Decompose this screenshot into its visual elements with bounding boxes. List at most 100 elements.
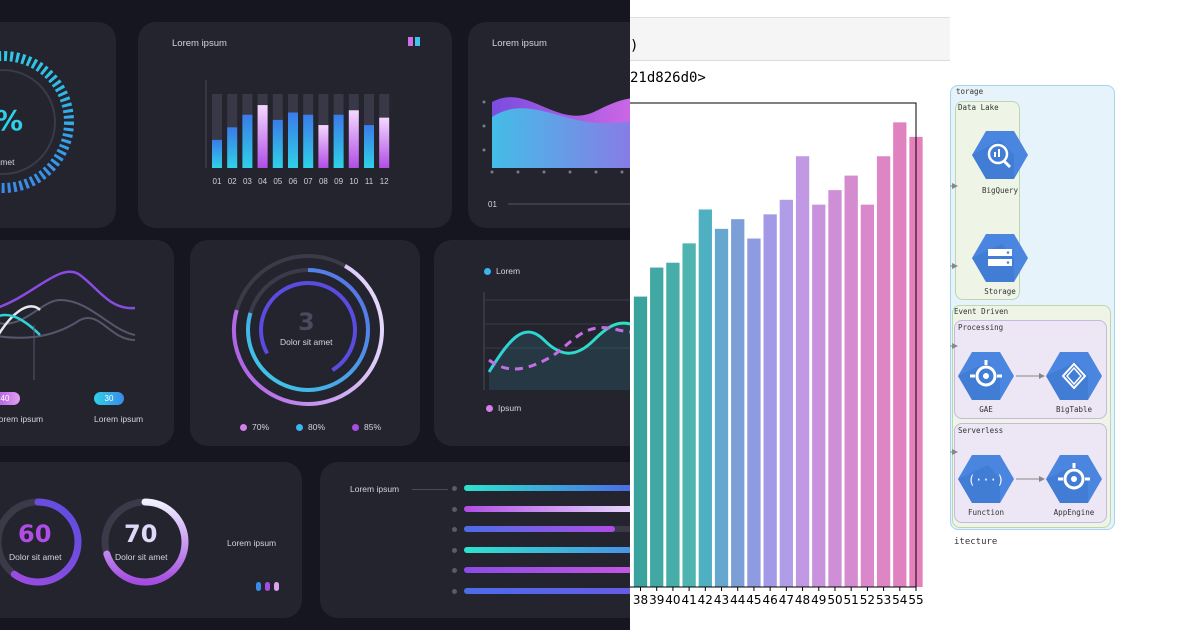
bar-x-tick: 08 [318,177,328,186]
node-label-gae: GAE [979,405,993,414]
bar-card: Lorem ipsum 01 02 03 04 05 06 07 08 09 10 11 12 [138,22,452,228]
bar-x-tick: 06 [288,177,298,186]
bar [242,114,253,168]
bar [318,125,329,168]
bar-chart [205,80,390,168]
bigtable-icon [1046,352,1102,400]
bar-x-tick: 01 [212,177,222,186]
progress-bullet [452,527,457,532]
progress-fill [464,567,630,573]
bar-x-tick: 03 [242,177,252,186]
node-label-storage: Storage [984,287,1016,296]
donut-1-value: 60 [18,520,52,548]
node-label-bigquery: BigQuery [981,186,1019,195]
progress-title-rule [412,489,448,490]
node-label-function: Function [967,508,1005,517]
group-storage-label: torage [956,87,984,96]
progress-fill [464,526,616,532]
appengine-icon [1046,455,1102,503]
bar-x-tick: 02 [227,177,237,186]
nb-x-tick: 41 [681,593,696,607]
nb-bar [876,156,891,588]
wave-legend-bottom: Ipsum [498,403,522,413]
progress-fill [464,485,630,491]
svg-text:(···): (···) [968,473,1004,487]
nb-bar [844,175,858,587]
bar-track [212,94,222,168]
group-processing-label: Processing [958,323,1004,332]
bar [348,110,359,168]
line-pill-2: 30 [94,392,124,405]
nb-x-tick: 54 [892,593,907,607]
progress-bullet [452,486,457,491]
code-cell: ) [630,17,950,61]
gauge-ring [0,51,74,193]
nb-bar [650,267,664,587]
wave-legend-dot-bottom [486,405,493,412]
bar [257,105,268,168]
wave-card-title: Lorem ipsum [492,38,547,49]
cell-output-text: 21d826d0> [630,70,706,86]
ring-legend-3: 85% [364,422,382,432]
nb-x-tick: 39 [649,593,664,607]
line-pill-1-caption: Lorem ipsum [0,414,44,424]
nb-bar [714,228,729,587]
nb-bar [682,243,696,588]
progress-bullet [452,588,457,594]
donut-side-label: Lorem ipsum [227,538,277,548]
diagram-graphics: (···) [950,131,1102,503]
nb-x-tick: 52 [860,593,875,607]
wave-card: Lorem ipsum 01 [468,22,630,228]
bigquery-icon [972,131,1028,179]
donut-2-value: 70 [124,520,158,548]
nb-bar [698,209,712,588]
progress-fill [464,505,630,512]
donut-card: 60 Dolor sit amet 70 Dolor sit amet Lore… [0,462,302,618]
nb-x-tick: 47 [779,593,794,607]
line-chart [0,270,136,380]
bar [379,117,390,168]
progress-fill [464,587,630,594]
nb-x-tick: 53 [876,593,891,607]
nb-bar [779,199,793,588]
bar-card-legend-icon [408,37,422,46]
bar [272,119,283,168]
nb-x-tick: 50 [827,593,842,607]
gauge-value: 45% [0,104,23,137]
donut-legend-dots [256,582,282,591]
nb-bar [747,238,761,587]
diagram-caption: itecture [954,537,998,547]
donut-charts [0,498,189,586]
bar-x-tick: 12 [379,177,389,186]
bar-x-tick: 07 [303,177,313,186]
nb-bar [763,214,777,587]
wave-line-chart [483,292,630,390]
nb-bar [731,219,745,587]
nb-x-tick: 38 [633,593,648,607]
nb-bar [893,122,907,588]
nb-axes-frame [630,102,917,588]
bar-x-tick: 09 [334,177,344,186]
nb-x-tick: 55 [908,593,923,607]
nb-x-tick: 44 [730,593,745,607]
nb-bar [666,262,680,587]
donut-2-caption: Dolor sit amet [115,552,168,562]
nb-x-tick: 45 [746,593,761,607]
bar [364,125,374,168]
bar-card-title: Lorem ipsum [172,38,227,49]
node-label-appengine: AppEngine [1053,508,1095,517]
ring-card: 3 Dolor sit amet 70% 80% 85% [190,240,420,446]
progress-bullet [452,547,457,553]
dashboard-image: 45% Dolor sit amet Lorem ipsum 01 02 03 04 0… [0,0,630,630]
ring-chart [232,254,384,406]
bar [333,114,344,168]
ring-caption: Dolor sit amet [280,337,333,347]
group-serverless-label: Serverless [958,426,1004,435]
wave-area-chart [482,97,630,205]
bar-x-tick: 05 [273,177,283,186]
nb-bar [633,296,648,587]
line-pill-1: 40 [0,392,20,405]
nb-x-tick: 42 [698,593,713,607]
nb-bar [828,190,842,587]
nb-x-tick: 51 [844,593,859,607]
